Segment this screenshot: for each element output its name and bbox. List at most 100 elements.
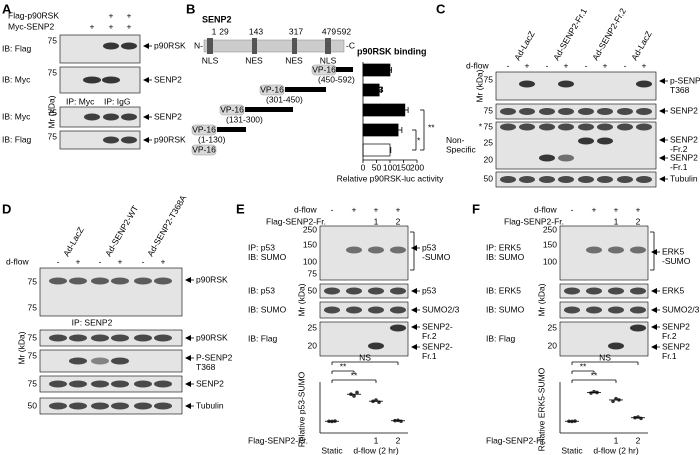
annotation: ** <box>351 370 358 380</box>
band <box>154 334 172 342</box>
band <box>608 306 624 314</box>
label: SENP2 <box>154 111 182 121</box>
data-point <box>611 399 615 404</box>
label: Mr (kDa) <box>46 95 56 128</box>
label: 2 <box>636 435 641 445</box>
vp16-box <box>259 84 285 96</box>
label: + <box>161 256 166 266</box>
data-point <box>396 418 400 423</box>
band <box>539 176 555 183</box>
x-axis-label: Relative p90RSK-luc activity <box>337 173 445 183</box>
label: + <box>603 60 608 70</box>
band <box>111 380 129 388</box>
band <box>586 306 602 314</box>
band <box>121 113 137 121</box>
band <box>558 154 574 162</box>
label: 150 <box>303 239 317 249</box>
band <box>69 402 87 410</box>
band <box>630 324 646 332</box>
panel-label: B <box>186 1 195 16</box>
arrow <box>143 137 149 143</box>
band <box>564 306 580 314</box>
label: 20 <box>548 340 558 350</box>
domain <box>325 38 331 54</box>
label: 250 <box>303 224 317 234</box>
label: IB: SUMO <box>248 252 287 262</box>
blot <box>495 71 657 101</box>
label: T368 <box>196 362 216 372</box>
label: 50 <box>28 400 38 410</box>
label: IP: IgG <box>104 96 130 106</box>
label: Mr (kDa) <box>536 283 546 316</box>
label: Fr.1 <box>662 351 677 361</box>
x-tick-label: 50 <box>372 162 382 172</box>
label: 143 <box>249 26 263 36</box>
arrow <box>143 77 149 83</box>
band <box>390 246 406 254</box>
arrow <box>651 307 657 313</box>
label: + <box>127 10 132 20</box>
band <box>69 334 87 342</box>
label: Flag-SENP2-Fr. <box>504 216 564 226</box>
label: Mr (kDa) <box>474 69 484 102</box>
arrow <box>143 114 149 120</box>
label: IB: SUMO <box>486 304 525 314</box>
label: 75 <box>28 302 38 312</box>
label: VP-16 <box>192 124 216 134</box>
label: -SUMO <box>662 256 691 266</box>
data-point <box>639 416 643 421</box>
band <box>617 176 633 183</box>
label: ERK5 <box>662 285 684 295</box>
band <box>558 108 574 115</box>
label: 25 <box>548 322 558 332</box>
band <box>91 357 109 365</box>
label: NES <box>245 55 263 65</box>
fragment-bar <box>217 127 246 132</box>
fragment-bar <box>245 107 293 112</box>
label: 2 <box>396 435 401 445</box>
band <box>346 287 362 295</box>
label: -Fr.2 <box>670 144 688 154</box>
label: IB: p53 <box>248 285 275 295</box>
label: VP-16 <box>260 84 284 94</box>
band <box>368 306 384 314</box>
band <box>368 287 384 295</box>
label: SUMO2/3 <box>662 304 700 314</box>
label: -Fr.1 <box>670 162 688 172</box>
label: SENP2 <box>662 321 690 331</box>
band <box>346 246 362 254</box>
label: + <box>374 204 379 214</box>
band <box>608 246 624 254</box>
label: NLS <box>320 55 337 65</box>
band <box>121 42 137 50</box>
band <box>324 287 340 295</box>
arrow <box>411 288 417 294</box>
band <box>539 123 555 131</box>
label: - <box>546 60 549 70</box>
label: d-flow <box>6 256 30 266</box>
chart-title: p90RSK binding <box>357 46 427 56</box>
label: IB: Flag <box>486 333 516 343</box>
annotation: * <box>417 135 421 145</box>
band <box>586 287 602 295</box>
label: SENP2 <box>670 134 698 144</box>
blot <box>559 225 649 281</box>
band <box>519 108 535 115</box>
label: SENP2 <box>196 378 224 388</box>
label: d-flow <box>294 204 318 214</box>
arrow <box>185 381 191 387</box>
label: 592 <box>337 26 351 36</box>
label: IB: Flag <box>248 333 278 343</box>
annotation: ** <box>340 361 347 371</box>
label: 250 <box>543 224 557 234</box>
label: - <box>624 60 627 70</box>
label: Ad-LacZ <box>629 29 654 62</box>
label: + <box>109 10 114 20</box>
band <box>134 334 152 342</box>
band <box>636 176 652 183</box>
x-tick-label: 0 <box>361 162 366 172</box>
band <box>608 287 624 295</box>
label: + <box>636 204 641 214</box>
band <box>539 154 555 162</box>
